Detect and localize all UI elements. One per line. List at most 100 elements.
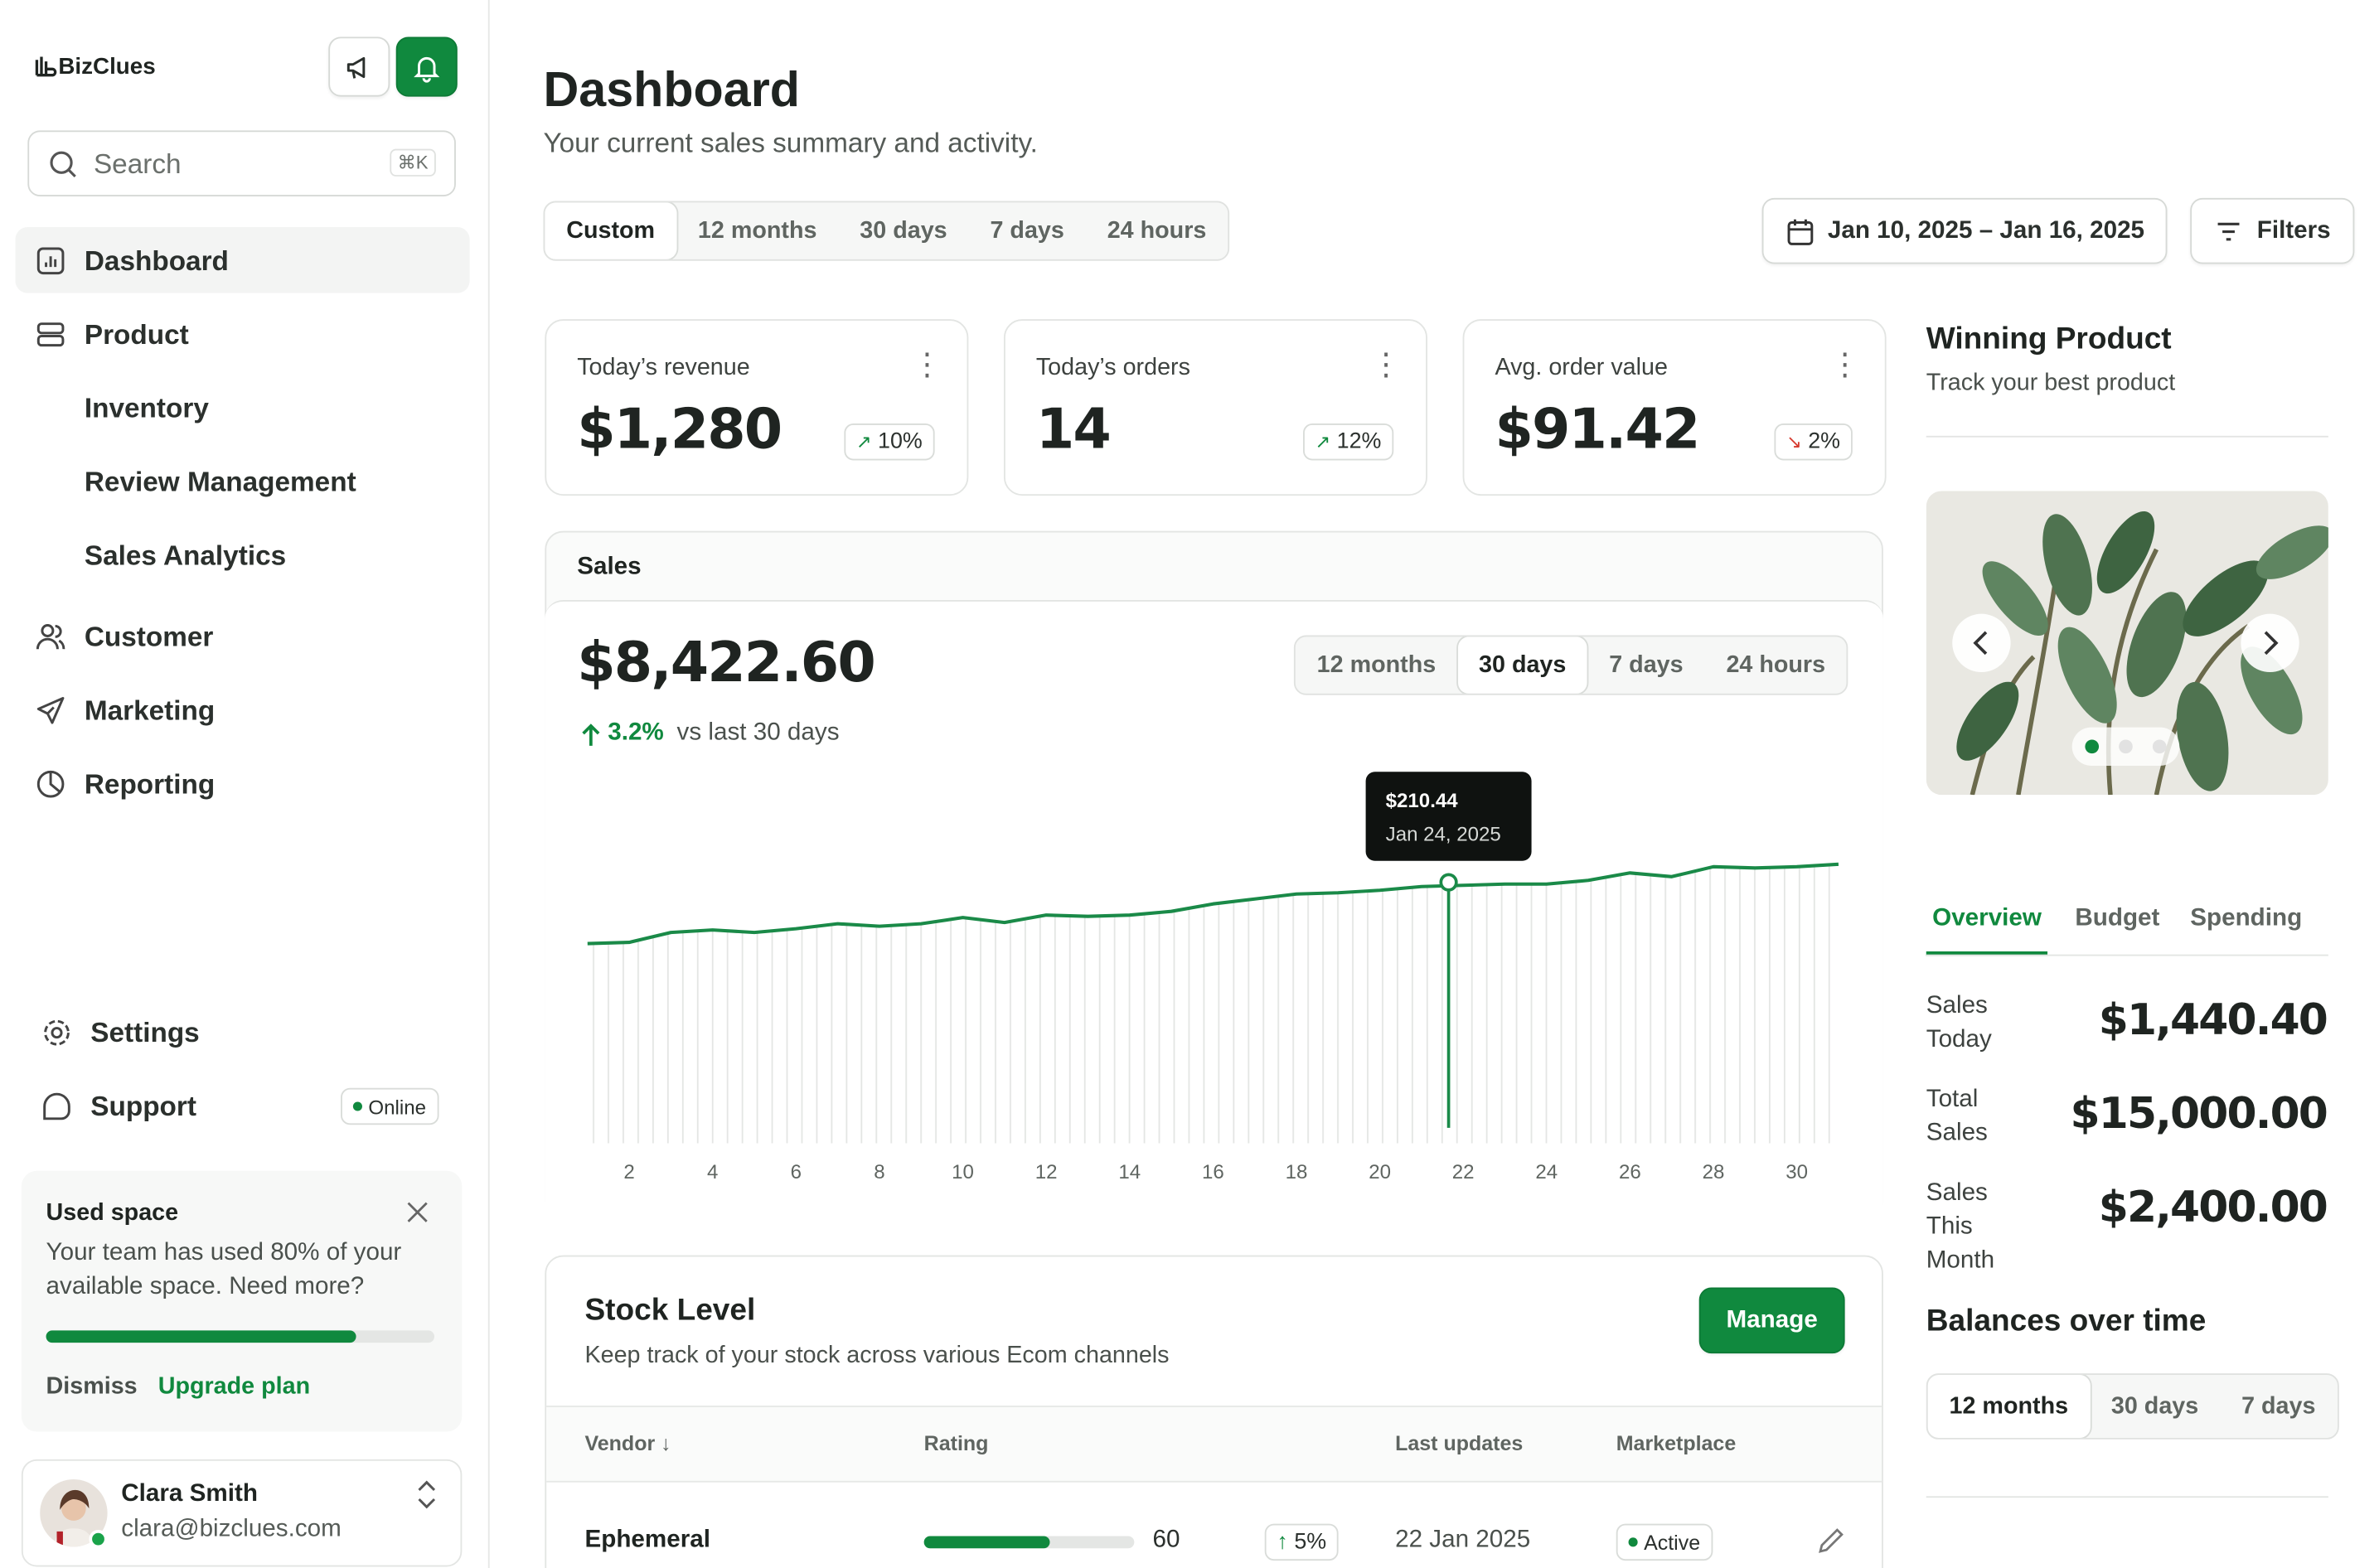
nav-item[interactable]: Inventory — [84, 393, 209, 424]
reporting-icon — [36, 770, 65, 798]
range-tab[interactable]: 24 hours — [1107, 217, 1207, 244]
x-tick-label: 30 — [1785, 1161, 1808, 1183]
change-text: 5% — [1294, 1530, 1327, 1555]
stat-value: $2,400.00 — [2098, 1181, 2328, 1232]
dismiss-link[interactable]: Dismiss — [46, 1373, 138, 1400]
nav-item[interactable]: Review Management — [84, 466, 356, 497]
balances-range-tabs: 12 months 30 days 7 days — [1926, 1373, 2339, 1440]
range-tab[interactable]: 7 days — [2241, 1392, 2316, 1419]
x-tick-label: 22 — [1452, 1161, 1475, 1183]
tooltip-date: Jan 24, 2025 — [1386, 824, 1501, 846]
tab[interactable]: Overview — [1932, 905, 2042, 932]
status-dot — [1628, 1537, 1638, 1547]
search-box[interactable]: Search ⌘K — [27, 130, 456, 197]
tooltip — [1365, 772, 1532, 861]
column-header[interactable]: Vendor ↓ — [584, 1431, 671, 1455]
x-tick-label: 24 — [1535, 1161, 1558, 1183]
shortcut: ⌘K — [390, 148, 436, 177]
nav-item[interactable]: Customer — [84, 621, 214, 652]
nav-item[interactable]: Product — [84, 319, 189, 351]
winning-subtitle: Track your best product — [1926, 370, 2176, 396]
tab[interactable]: Spending — [2190, 905, 2303, 932]
support-icon — [43, 1092, 70, 1120]
sales-comparison: vs last 30 days — [676, 719, 840, 746]
status-badge: Online — [341, 1087, 438, 1125]
x-tick-label: 16 — [1202, 1161, 1224, 1183]
nav-item[interactable]: Dashboard — [84, 245, 229, 277]
x-tick-label: 14 — [1118, 1161, 1141, 1183]
x-tick-label: 18 — [1286, 1161, 1308, 1183]
x-tick-label: 6 — [791, 1161, 802, 1183]
announcements-button[interactable] — [328, 36, 390, 97]
change-text: 12% — [1336, 429, 1382, 455]
stock-card: Stock Level Keep track of your stock acr… — [545, 1255, 1883, 1568]
x-tick-label: 10 — [952, 1161, 974, 1183]
kpi-menu[interactable]: ⋮ — [1829, 348, 1861, 383]
megaphone-icon — [346, 56, 366, 78]
kpi-change: ↗ 10% — [844, 423, 935, 461]
nav-item[interactable]: Marketing — [84, 694, 216, 726]
column-header: Last updates — [1395, 1431, 1524, 1455]
user-email: clara@bizclues.com — [121, 1516, 342, 1542]
kpi-change: ↗ 12% — [1302, 423, 1394, 461]
up-arrow — [582, 724, 600, 746]
kpi-label: Today’s orders — [1035, 354, 1190, 381]
range-tab[interactable]: 7 days — [1609, 651, 1684, 678]
nav-item[interactable]: Reporting — [84, 768, 216, 800]
rating-value: 60 — [1152, 1527, 1180, 1553]
divider — [1926, 954, 2328, 956]
tab[interactable]: Budget — [2075, 905, 2160, 932]
range-tab[interactable]: 30 days — [860, 217, 947, 244]
stat-label: Sales This Month — [1926, 1179, 1995, 1274]
x-tick-label: 12 — [1035, 1161, 1058, 1183]
tooltip-value: $210.44 — [1386, 790, 1459, 812]
range-tab[interactable]: 30 days — [2110, 1392, 2199, 1419]
edit-icon[interactable] — [1817, 1527, 1844, 1554]
sales-title: Sales — [577, 554, 642, 580]
usage-bar — [46, 1330, 357, 1343]
status-dot — [352, 1101, 362, 1111]
down-arrow: ↘ — [1786, 431, 1802, 453]
up-arrow: ↑ — [1277, 1530, 1288, 1555]
tab-underline — [1926, 951, 2048, 956]
stat-value: $1,440.40 — [2098, 994, 2328, 1045]
filters-label: Filters — [2256, 217, 2331, 244]
filters-button[interactable]: Filters — [2190, 197, 2355, 264]
usage-title: Used space — [46, 1199, 179, 1227]
manage-button[interactable]: Manage — [1698, 1287, 1845, 1354]
divider — [1926, 1496, 2328, 1498]
nav-item[interactable]: Support — [90, 1091, 197, 1122]
divider — [1926, 435, 2328, 438]
kpi-menu[interactable]: ⋮ — [911, 348, 942, 383]
kpi-menu[interactable]: ⋮ — [1370, 348, 1402, 383]
notifications-button[interactable] — [395, 36, 458, 97]
close-icon[interactable] — [407, 1202, 429, 1223]
upgrade-link[interactable]: Upgrade plan — [157, 1373, 311, 1400]
range-tab[interactable]: 30 days — [1457, 636, 1588, 694]
status-text: Online — [368, 1095, 426, 1118]
range-tab[interactable]: 12 months — [1316, 651, 1437, 678]
kpi-value: $91.42 — [1495, 399, 1700, 462]
range-tabs: Custom 12 months 30 days 7 days 24 hours — [543, 201, 1230, 261]
usage-track — [46, 1330, 435, 1343]
date-range: Jan 10, 2025 – Jan 16, 2025 — [1827, 217, 2145, 244]
kpi-label: Avg. order value — [1495, 354, 1668, 381]
kpi-card: Today’s orders ⋮ 14 ↗ 12% — [1003, 319, 1427, 496]
range-tab[interactable]: 7 days — [990, 217, 1064, 244]
balances-title: Balances over time — [1926, 1304, 2207, 1338]
range-tab[interactable]: 12 months — [697, 217, 817, 244]
x-tick-label: 28 — [1703, 1161, 1725, 1183]
range-tab[interactable]: Custom — [545, 202, 677, 259]
product-image — [1926, 491, 2328, 796]
range-tab[interactable]: 12 months — [1927, 1375, 2090, 1438]
kpi-card: Avg. order value ⋮ $91.42 ↘ 2% — [1462, 319, 1887, 496]
nav-item[interactable]: Settings — [90, 1017, 200, 1048]
nav-item[interactable]: Sales Analytics — [84, 540, 287, 571]
range-tab[interactable]: 24 hours — [1726, 651, 1826, 678]
stat-label: Sales Today — [1926, 992, 1992, 1053]
kpi-change: ↘ 2% — [1774, 423, 1853, 461]
date-range-button[interactable]: Jan 10, 2025 – Jan 16, 2025 — [1761, 197, 2168, 264]
user-card[interactable]: Clara Smith clara@bizclues.com — [21, 1459, 463, 1567]
